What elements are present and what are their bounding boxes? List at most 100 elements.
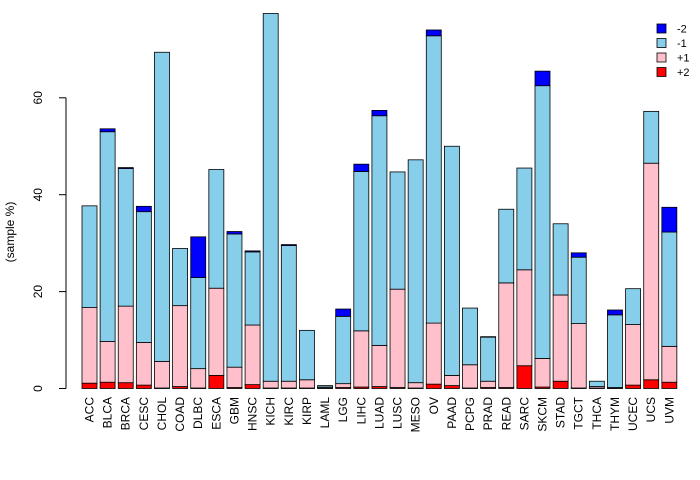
x-tick-label-read: READ bbox=[499, 397, 513, 431]
x-axis: ACC BLCA BRCA CESC CHOL COAD DLBC ESCA GBM HNSC KI… bbox=[83, 396, 677, 432]
x-tick-label-lgg: LGG bbox=[336, 397, 350, 422]
bar-acc-plus1 bbox=[81, 307, 98, 384]
bar-prad-plus1 bbox=[480, 380, 497, 388]
y-axis-title: (sample %) bbox=[3, 202, 17, 263]
bar-skcm-plus1 bbox=[534, 358, 551, 388]
bar-tgct-plus1 bbox=[570, 323, 587, 389]
bar-sarc-plus1 bbox=[516, 269, 533, 367]
bar-tgct-minus2 bbox=[570, 252, 587, 258]
bar-ov-plus1 bbox=[425, 322, 442, 385]
bar-lihc-minus1 bbox=[353, 171, 370, 332]
bar-lusc-minus1 bbox=[389, 171, 406, 290]
x-tick-label-kirp: KIRP bbox=[300, 397, 314, 425]
x-tick-label-gbm: GBM bbox=[228, 397, 242, 424]
bar-kirc-plus1 bbox=[280, 380, 297, 389]
bar-sarc-minus1 bbox=[516, 167, 533, 271]
bar-read-plus1 bbox=[498, 282, 515, 388]
x-tick-label-dlbc: DLBC bbox=[191, 397, 205, 429]
legend: -2 -1 +1 +2 bbox=[656, 23, 690, 79]
bar-blca-plus1 bbox=[99, 341, 116, 383]
y-tick-label: 40 bbox=[31, 188, 45, 202]
x-tick-label-hnsc: HNSC bbox=[246, 397, 260, 431]
bar-thym-minus2 bbox=[607, 309, 623, 316]
y-tick-label: 20 bbox=[31, 285, 45, 299]
legend-swatch bbox=[656, 67, 667, 77]
bar-paad-minus1 bbox=[443, 145, 460, 376]
bar-cesc-minus1 bbox=[135, 211, 152, 343]
y-axis: 0 20 40 60 bbox=[31, 91, 67, 392]
x-tick-label-esca: ESCA bbox=[209, 397, 223, 430]
bar-kirp-plus1 bbox=[299, 379, 315, 389]
x-tick-label-blca: BLCA bbox=[101, 397, 115, 428]
bar-uvm-plus1 bbox=[661, 345, 678, 383]
legend-label: +1 bbox=[677, 53, 690, 65]
bar-stad-minus1 bbox=[552, 223, 569, 296]
legend-swatch bbox=[656, 52, 667, 63]
legend-swatch bbox=[656, 23, 667, 34]
legend-label: +2 bbox=[677, 67, 690, 79]
x-tick-label-cesc: CESC bbox=[137, 397, 151, 431]
x-tick-label-stad: STAD bbox=[554, 397, 568, 428]
bar-acc-minus1 bbox=[81, 205, 98, 308]
x-tick-label-prad: PRAD bbox=[481, 397, 495, 431]
bar-dlbc-minus2 bbox=[190, 236, 207, 278]
bar-kirp-minus1 bbox=[299, 329, 315, 381]
x-tick-label-lusc: LUSC bbox=[391, 397, 405, 429]
bar-luad-plus1 bbox=[371, 344, 388, 387]
bar-ucs-plus2 bbox=[643, 379, 660, 389]
bar-uvm-minus1 bbox=[661, 231, 678, 347]
bar-thca-minus1 bbox=[588, 380, 605, 387]
bar-gbm-minus2 bbox=[226, 231, 243, 235]
bar-hnsc-minus2 bbox=[244, 250, 261, 253]
bar-cesc-minus2 bbox=[135, 205, 152, 213]
bar-stad-plus1 bbox=[552, 294, 569, 382]
x-tick-label-ov: OV bbox=[427, 397, 441, 414]
bar-brca-minus2 bbox=[117, 167, 134, 169]
y-tick-label: 60 bbox=[31, 91, 45, 105]
bar-kich-plus1 bbox=[262, 380, 279, 389]
bar-chol-minus1 bbox=[154, 51, 170, 362]
y-tick-label: 0 bbox=[31, 385, 45, 392]
bar-kirc-minus1 bbox=[280, 245, 297, 382]
x-tick-label-thca: THCA bbox=[590, 397, 604, 430]
legend-label: -2 bbox=[677, 24, 687, 36]
legend-label: -1 bbox=[677, 38, 687, 50]
bar-brca-plus2 bbox=[117, 382, 134, 389]
bar-blca-minus2 bbox=[99, 128, 116, 133]
bar-ucec-plus2 bbox=[625, 384, 641, 389]
bar-stad-plus2 bbox=[552, 380, 569, 389]
bar-skcm-minus1 bbox=[534, 85, 551, 359]
x-tick-label-sarc: SARC bbox=[517, 397, 531, 431]
bar-paad-plus2 bbox=[443, 385, 460, 389]
bar-coad-plus1 bbox=[172, 305, 189, 387]
bar-cesc-plus1 bbox=[135, 342, 152, 386]
x-tick-label-kich: KICH bbox=[264, 397, 278, 426]
bar-ucec-minus1 bbox=[625, 288, 641, 325]
x-tick-label-skcm: SKCM bbox=[536, 397, 550, 432]
bar-pcpg-plus1 bbox=[462, 364, 478, 389]
bar-cesc-plus2 bbox=[135, 384, 152, 389]
bar-prad-minus2 bbox=[480, 336, 497, 338]
bar-lgg-plus1 bbox=[335, 383, 352, 388]
bar-brca-plus1 bbox=[117, 305, 134, 384]
x-tick-label-kirc: KIRC bbox=[282, 397, 296, 426]
x-tick-label-chol: CHOL bbox=[155, 397, 169, 431]
bar-pcpg-minus1 bbox=[462, 307, 478, 366]
bar-gbm-plus1 bbox=[226, 366, 243, 388]
x-tick-label-tgct: TGCT bbox=[572, 396, 586, 429]
bar-ov-plus2 bbox=[425, 383, 442, 389]
bar-esca-plus2 bbox=[208, 375, 225, 389]
bar-gbm-minus1 bbox=[226, 233, 243, 368]
x-tick-label-uvm: UVM bbox=[662, 397, 676, 424]
bar-skcm-minus2 bbox=[534, 70, 551, 87]
bar-luad-minus2 bbox=[371, 110, 388, 117]
x-tick-label-paad: PAAD bbox=[445, 397, 459, 429]
x-tick-label-thym: THYM bbox=[608, 397, 622, 431]
legend-swatch bbox=[656, 38, 667, 48]
bar-meso-plus1 bbox=[407, 382, 424, 389]
x-tick-label-ucec: UCEC bbox=[626, 397, 640, 431]
x-tick-label-meso: MESO bbox=[409, 397, 423, 432]
bar-ov-minus2 bbox=[425, 29, 442, 37]
bar-luad-minus1 bbox=[371, 115, 388, 346]
